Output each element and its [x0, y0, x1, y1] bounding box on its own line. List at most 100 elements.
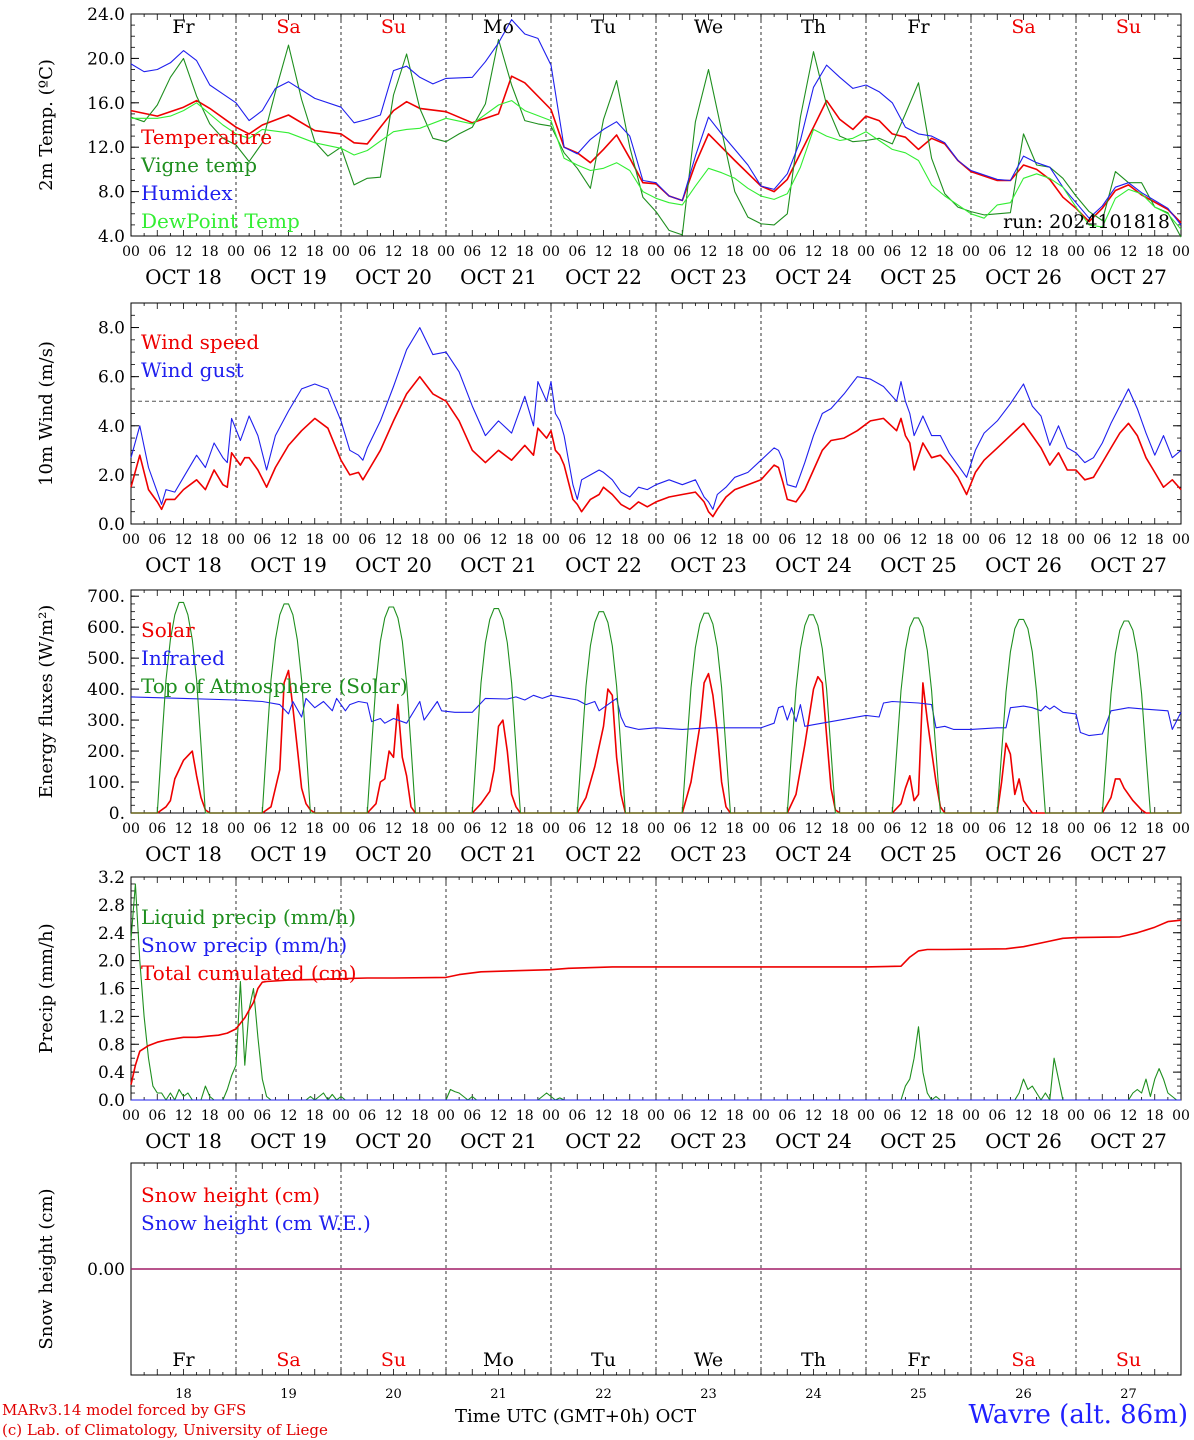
hour-tick-label: 00	[1172, 1108, 1190, 1124]
date-label: OCT 18	[145, 842, 222, 866]
day-number: 24	[805, 1387, 822, 1402]
hour-tick-label: 18	[936, 532, 954, 548]
day-number: 22	[595, 1387, 612, 1402]
hour-tick-label: 06	[463, 1108, 481, 1124]
y-tick-label: 2.4	[98, 924, 125, 944]
day-abbr: Sa	[1011, 1349, 1035, 1371]
hour-tick-label: 18	[1146, 532, 1164, 548]
hour-tick-label: 00	[1172, 821, 1190, 837]
date-label: OCT 25	[880, 265, 957, 289]
hour-tick-label: 00	[437, 532, 455, 548]
hour-tick-label: 18	[726, 532, 744, 548]
date-label: OCT 22	[565, 842, 642, 866]
y-axis-label: 2m Temp. (ºC)	[36, 59, 57, 191]
hour-tick-label: 06	[463, 532, 481, 548]
hour-tick-label: 12	[385, 821, 403, 837]
hour-tick-label: 12	[1120, 821, 1138, 837]
y-tick-label: 0.0	[98, 515, 125, 535]
hour-tick-label: 00	[227, 244, 245, 260]
legend-entry: Infrared	[141, 646, 225, 670]
hour-tick-label: 12	[910, 244, 928, 260]
date-label: OCT 25	[880, 553, 957, 577]
y-tick-label: 500.	[87, 649, 125, 669]
hour-tick-label: 06	[883, 821, 901, 837]
hour-tick-label: 06	[1093, 532, 1111, 548]
day-abbr: Mo	[483, 1349, 514, 1371]
hour-tick-label: 00	[647, 244, 665, 260]
hour-tick-label: 18	[306, 532, 324, 548]
hour-tick-label: 12	[910, 1108, 928, 1124]
y-axis-label: Snow height (cm)	[36, 1188, 57, 1349]
hour-tick-label: 00	[962, 821, 980, 837]
hour-tick-label: 06	[988, 532, 1006, 548]
legend-entry: Temperature	[141, 125, 272, 149]
day-abbr: Su	[1116, 16, 1141, 38]
hour-tick-label: 12	[280, 821, 298, 837]
hour-tick-label: 00	[962, 532, 980, 548]
date-label: OCT 26	[985, 842, 1062, 866]
day-abbr: Fr	[172, 1349, 195, 1371]
panel-5: 0.00 Snow height (cm) Snow height (cm) Snow…	[36, 1162, 1182, 1402]
hour-tick-label: 18	[726, 1108, 744, 1124]
legend-entry: Solar	[141, 618, 195, 642]
day-number: 25	[910, 1387, 927, 1402]
hour-tick-label: 00	[647, 821, 665, 837]
series-line-top-of-atmosphere-solar	[131, 601, 1181, 814]
legend-entry: Humidex	[141, 181, 233, 205]
hour-tick-label: 18	[1041, 821, 1059, 837]
date-label: OCT 20	[355, 553, 432, 577]
hour-tick-label: 00	[542, 532, 560, 548]
hour-tick-label: 00	[1067, 1108, 1085, 1124]
legend-entry: Wind speed	[141, 330, 259, 354]
hour-tick-label: 12	[490, 244, 508, 260]
hour-tick-label: 06	[253, 1108, 271, 1124]
date-label: OCT 23	[670, 842, 747, 866]
hour-tick-label: 12	[175, 1108, 193, 1124]
hour-tick-label: 12	[910, 821, 928, 837]
hour-tick-label: 00	[332, 244, 350, 260]
hour-tick-label: 06	[253, 532, 271, 548]
hour-tick-label: 00	[542, 1108, 560, 1124]
hour-tick-label: 06	[148, 532, 166, 548]
hour-tick-label: 00	[437, 821, 455, 837]
hour-tick-label: 00	[1172, 244, 1190, 260]
hour-tick-label: 18	[516, 532, 534, 548]
hour-tick-label: 06	[148, 244, 166, 260]
date-label: OCT 23	[670, 1129, 747, 1153]
hour-tick-label: 18	[831, 821, 849, 837]
hour-tick-label: 06	[883, 244, 901, 260]
day-abbr: We	[694, 1349, 723, 1371]
hour-tick-label: 00	[122, 244, 140, 260]
y-tick-label: 16.0	[87, 94, 125, 114]
run-label: run: 2024101818	[1003, 211, 1170, 233]
hour-tick-label: 12	[1120, 532, 1138, 548]
hour-tick-label: 00	[1067, 532, 1085, 548]
legend-entry: Liquid precip (mm/h)	[141, 905, 356, 929]
hour-tick-label: 06	[358, 244, 376, 260]
y-tick-label: 4.0	[98, 417, 125, 437]
date-label: OCT 24	[775, 842, 852, 866]
date-label: OCT 27	[1090, 842, 1167, 866]
hour-tick-label: 06	[463, 244, 481, 260]
hour-tick-label: 06	[253, 244, 271, 260]
hour-tick-label: 12	[175, 821, 193, 837]
hour-tick-label: 12	[1015, 1108, 1033, 1124]
hour-tick-label: 12	[910, 532, 928, 548]
date-label: OCT 21	[460, 265, 537, 289]
day-abbr: Su	[381, 16, 406, 38]
y-tick-label: 200.	[87, 742, 125, 762]
date-label: OCT 22	[565, 553, 642, 577]
date-label: OCT 26	[985, 265, 1062, 289]
hour-tick-label: 12	[280, 1108, 298, 1124]
hour-tick-label: 18	[726, 244, 744, 260]
legend-entry: Wind gust	[141, 358, 244, 382]
hour-tick-label: 06	[358, 821, 376, 837]
y-axis-label: 10m Wind (m/s)	[36, 341, 57, 486]
hour-tick-label: 18	[621, 532, 639, 548]
hour-tick-label: 06	[358, 1108, 376, 1124]
hour-tick-label: 00	[752, 821, 770, 837]
hour-tick-label: 18	[411, 532, 429, 548]
day-abbr: Th	[801, 16, 826, 38]
hour-tick-label: 06	[883, 1108, 901, 1124]
date-label: OCT 23	[670, 553, 747, 577]
